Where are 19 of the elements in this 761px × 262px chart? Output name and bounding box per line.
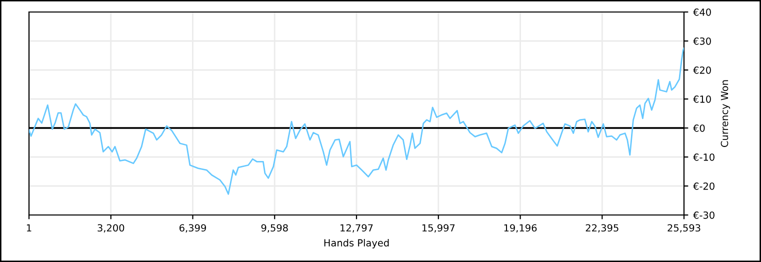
x-axis-title: Hands Played [324,238,389,248]
x-tick-label: 22,395 [586,224,618,233]
y-tick-label: €-20 [693,182,714,190]
y-tick-label: €10 [693,95,711,103]
x-tick-label: 19,196 [504,224,537,233]
x-tick-label: 9,598 [261,224,288,233]
x-tick-label: 15,997 [422,224,455,233]
x-tick-label: 25,593 [668,224,700,233]
y-axis-title: Currency Won [720,80,730,147]
y-tick-label: €-30 [693,211,714,219]
y-tick-label: €30 [693,37,711,45]
y-tick-label: €40 [693,8,711,16]
y-tick-label: €-10 [693,153,714,161]
x-tick-label: 12,797 [340,224,373,233]
x-tick-label: 3,200 [98,224,124,233]
y-tick-label: €0 [693,124,705,132]
y-tick-label: €20 [693,66,711,74]
x-tick-label: 6,399 [180,224,206,233]
x-tick-label: 1 [26,224,32,232]
